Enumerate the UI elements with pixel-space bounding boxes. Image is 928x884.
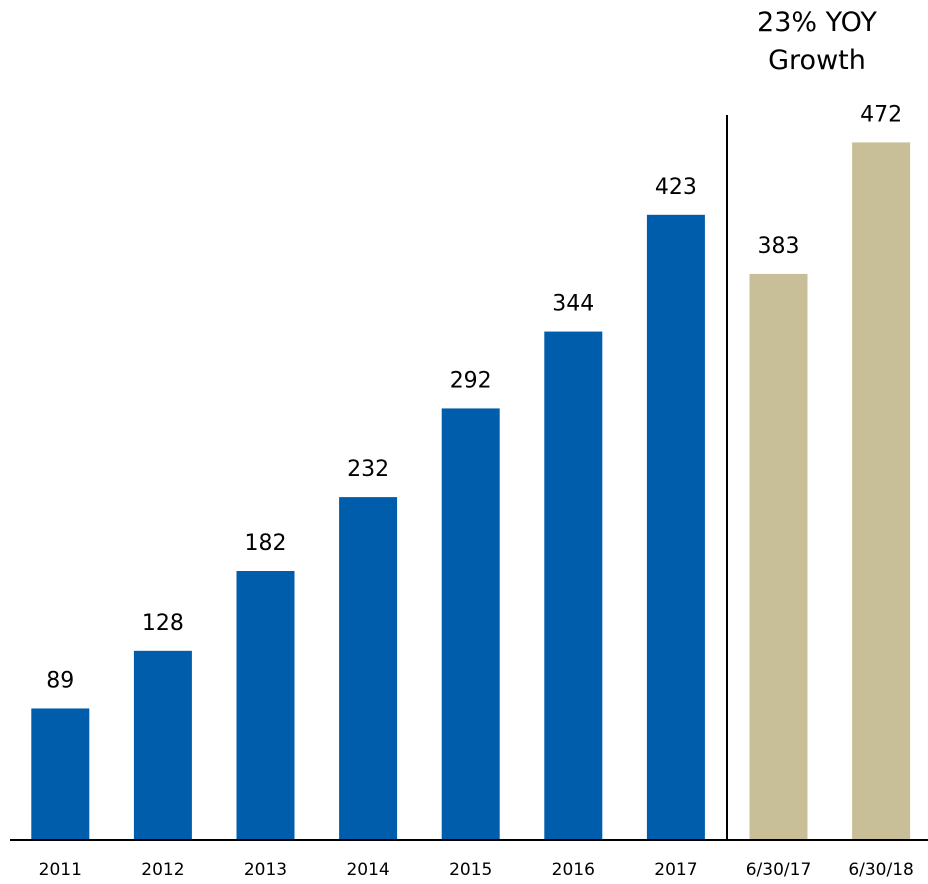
bar <box>339 497 398 840</box>
value-label: 383 <box>758 234 800 259</box>
bar <box>749 273 808 840</box>
value-label: 472 <box>860 102 902 127</box>
value-label: 232 <box>347 457 389 482</box>
value-label: 182 <box>245 531 287 556</box>
x-tick-label: 6/30/18 <box>848 860 914 880</box>
bar <box>852 142 911 840</box>
bar <box>133 650 192 840</box>
bar <box>544 331 603 840</box>
x-tick-label: 2011 <box>39 860 82 880</box>
x-tick-label: 2017 <box>654 860 697 880</box>
annotation: 23% YOY Growth <box>757 7 877 76</box>
bar <box>646 214 705 840</box>
x-tick-label: 2012 <box>141 860 184 880</box>
x-tick-label: 2014 <box>346 860 389 880</box>
value-label: 344 <box>552 292 594 317</box>
bar <box>441 408 500 840</box>
x-tick-label: 2016 <box>552 860 595 880</box>
value-label: 89 <box>46 668 74 693</box>
x-tick-label: 2013 <box>244 860 287 880</box>
x-tick-label: 2015 <box>449 860 492 880</box>
value-label: 128 <box>142 611 184 636</box>
x-tick-label: 6/30/17 <box>746 860 812 880</box>
value-label: 292 <box>450 368 492 393</box>
value-label: 423 <box>655 175 697 200</box>
bar <box>31 708 90 840</box>
bar <box>236 571 295 840</box>
